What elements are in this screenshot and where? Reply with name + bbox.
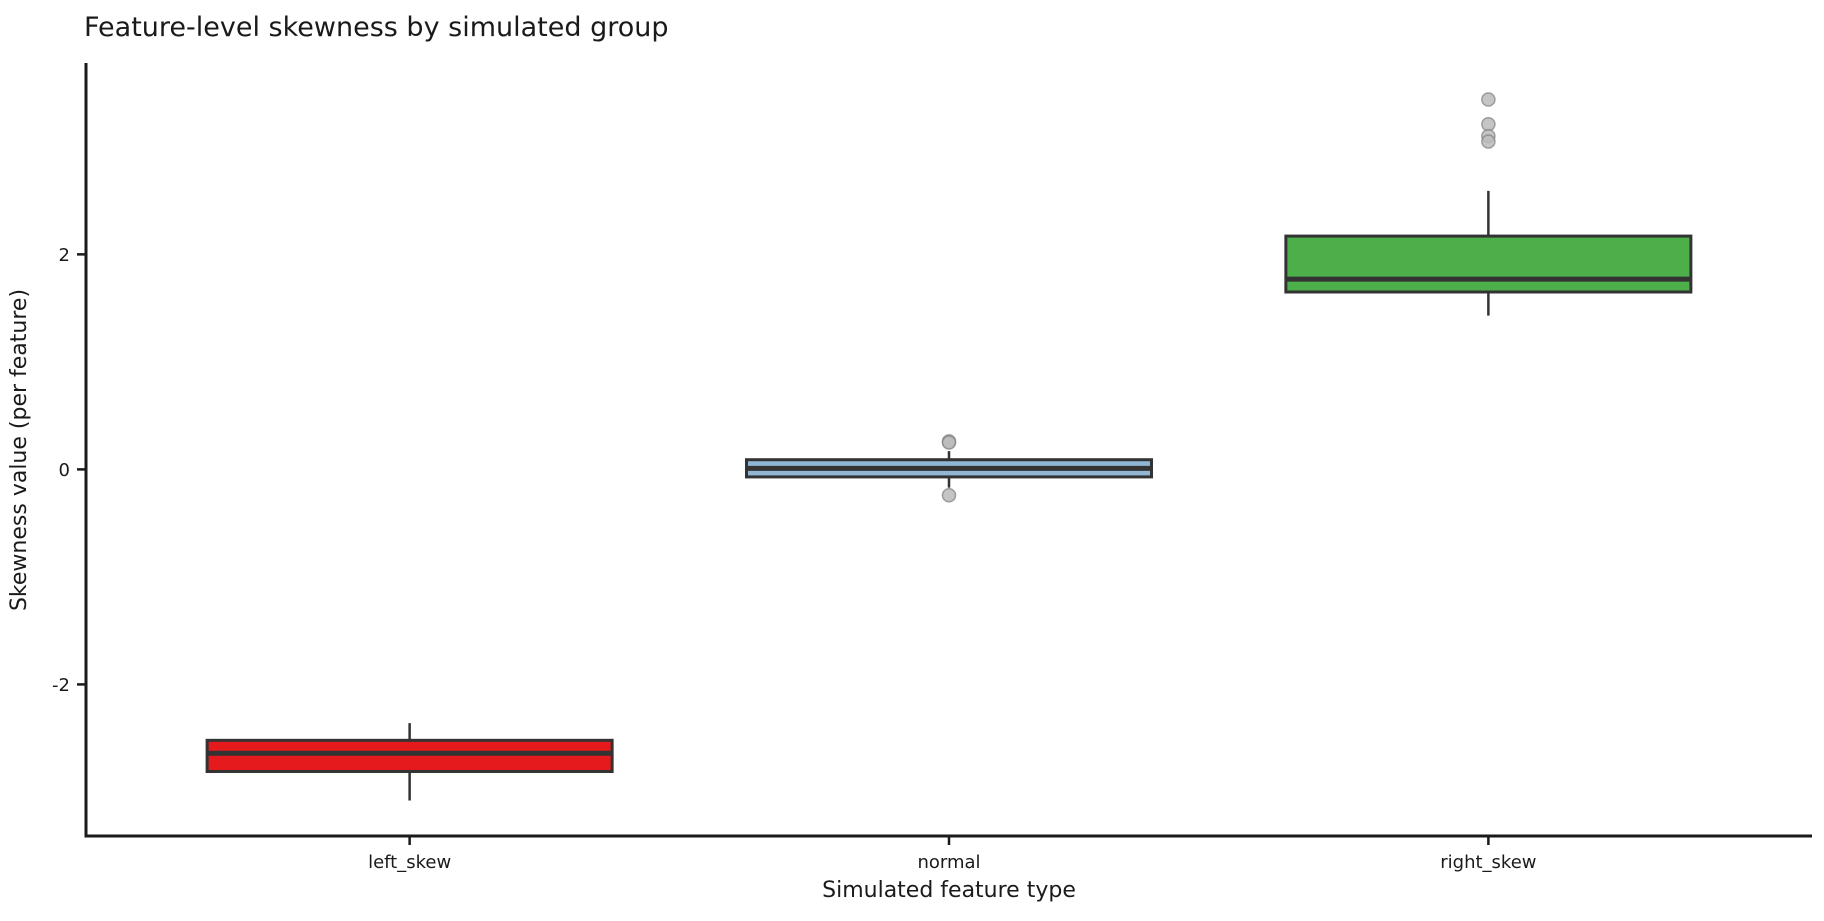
x-tick-label: normal <box>917 852 980 873</box>
y-axis-label: Skewness value (per feature) <box>7 289 32 611</box>
outlier-point <box>941 435 957 450</box>
y-tick-label: 2 <box>59 245 70 266</box>
outlier-point <box>941 487 957 503</box>
x-axis-label: Simulated feature type <box>822 878 1076 903</box>
outlier-point <box>1481 92 1496 107</box>
box-right_skew <box>1284 234 1693 294</box>
plot-area: -2 0 2 left_skew normal right_skew <box>52 63 1812 873</box>
outlier-point <box>1481 134 1496 149</box>
outlier-point <box>1481 117 1496 132</box>
y-tick-label: 0 <box>59 460 70 481</box>
x-tick-label: right_skew <box>1440 852 1536 873</box>
chart-title: Feature-level skewness by simulated grou… <box>84 12 669 43</box>
y-tick-label: -2 <box>52 675 70 696</box>
box-left_skew <box>205 738 614 773</box>
x-tick-label: left_skew <box>368 852 451 873</box>
